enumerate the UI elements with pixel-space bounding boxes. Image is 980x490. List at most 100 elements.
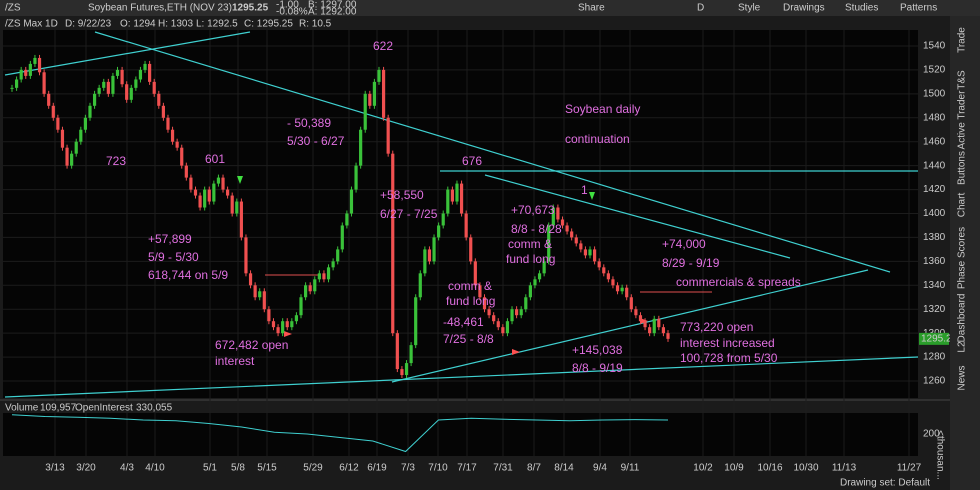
- candle: [180, 147, 184, 166]
- toolbar-button[interactable]: Share: [578, 3, 605, 14]
- annotation: 676: [462, 154, 482, 168]
- volume-label: 330,055: [136, 403, 173, 414]
- toolbar-button[interactable]: Drawings: [783, 3, 825, 14]
- candle: [482, 297, 487, 310]
- candle: [505, 321, 510, 334]
- candle: [423, 249, 427, 274]
- candle: [414, 297, 418, 346]
- annotation: 622: [373, 39, 393, 53]
- y-tick-label: 1440: [923, 160, 946, 171]
- candle: [184, 165, 188, 178]
- candle: [134, 79, 138, 88]
- toolbar-text: -0.08%: [276, 7, 308, 18]
- x-tick-label: 7/31: [493, 463, 513, 474]
- candle: [125, 84, 129, 100]
- info-item: D: 9/22/23: [65, 19, 112, 30]
- x-tick-label: 4/3: [120, 463, 134, 474]
- candle: [331, 261, 335, 268]
- candle: [579, 243, 583, 250]
- candle: [51, 105, 55, 118]
- y-tick-label: 1520: [923, 65, 946, 76]
- y-tick-label: 1500: [923, 88, 946, 99]
- candle: [79, 129, 83, 142]
- candle: [336, 249, 340, 262]
- candle: [634, 309, 638, 316]
- candle: [588, 249, 592, 256]
- toolbar-button[interactable]: Studies: [845, 3, 878, 14]
- info-item: O: 1294: [120, 19, 156, 30]
- annotation: 5/30 - 6/27: [287, 134, 345, 148]
- toolbar-button[interactable]: Style: [738, 3, 761, 14]
- candle: [597, 261, 601, 268]
- side-tab[interactable]: Chart: [957, 193, 968, 218]
- candle: [111, 75, 115, 94]
- candle: [106, 81, 110, 94]
- y-tick-label: 1400: [923, 208, 946, 219]
- candle: [391, 153, 395, 334]
- candle: [47, 93, 51, 106]
- candle: [37, 57, 42, 73]
- unit-label: <thousan...: [934, 430, 945, 480]
- x-tick-label: 5/8: [231, 463, 245, 474]
- annotation: fund long: [446, 294, 495, 308]
- candle: [212, 183, 216, 202]
- info-item: H: 1303: [158, 19, 193, 30]
- side-tab[interactable]: Trade: [957, 27, 968, 53]
- candle: [638, 315, 643, 322]
- candle: [501, 327, 505, 334]
- oi-line: [11, 414, 669, 453]
- candle: [74, 141, 78, 154]
- x-tick-label: 7/3: [401, 463, 415, 474]
- candle: [19, 69, 23, 80]
- candle: [496, 321, 500, 328]
- side-tab[interactable]: Dashboard: [957, 294, 968, 343]
- candle: [230, 195, 234, 214]
- side-tab[interactable]: Phase Scores: [957, 227, 968, 289]
- candle: [258, 291, 262, 298]
- annotation: - 50,389: [287, 116, 331, 130]
- candle: [492, 315, 496, 322]
- candle: [189, 177, 193, 190]
- annotation: 7/25 - 8/8: [443, 332, 494, 346]
- x-tick-label: 11/27: [897, 463, 922, 474]
- x-tick-label: 3/13: [45, 463, 65, 474]
- candle: [308, 285, 312, 292]
- candle: [515, 309, 519, 316]
- candle: [65, 147, 69, 166]
- candle: [56, 117, 60, 130]
- candle: [560, 219, 565, 226]
- toolbar-button[interactable]: D: [697, 3, 704, 14]
- side-tab[interactable]: Active Trader: [957, 90, 968, 150]
- annotation: 100,728 from 5/30: [680, 351, 778, 365]
- toolbar-button[interactable]: Patterns: [900, 3, 937, 14]
- candle: [611, 279, 615, 286]
- x-tick-label: 10/2: [693, 463, 713, 474]
- toolbar-text: B: 1297.00: [308, 0, 357, 11]
- toolbar-text: 1295.25: [232, 3, 269, 14]
- candle: [469, 237, 473, 262]
- price-tag: [919, 332, 949, 345]
- y-tick-label: 1380: [923, 232, 946, 243]
- annotation: +57,899: [148, 232, 192, 246]
- x-tick-label: 9/4: [593, 463, 607, 474]
- candle: [473, 261, 477, 286]
- candle: [629, 297, 633, 310]
- candle: [152, 81, 156, 94]
- candle: [10, 87, 14, 89]
- candle: [551, 207, 555, 226]
- trend-line: [484, 174, 791, 259]
- candle: [377, 69, 381, 82]
- annotation: 8/29 - 9/19: [662, 256, 720, 270]
- annotation: +145,038: [572, 343, 623, 357]
- candle: [253, 285, 257, 298]
- candle: [248, 273, 253, 286]
- side-tab[interactable]: L2: [957, 341, 968, 353]
- annotation: 5/9 - 5/30: [148, 250, 199, 264]
- side-tab[interactable]: News: [957, 365, 968, 390]
- candle: [381, 69, 386, 118]
- side-tab[interactable]: Buttons: [957, 151, 968, 185]
- toolbar: [0, 0, 980, 16]
- candle: [542, 261, 546, 274]
- side-tab[interactable]: T&S: [957, 70, 968, 90]
